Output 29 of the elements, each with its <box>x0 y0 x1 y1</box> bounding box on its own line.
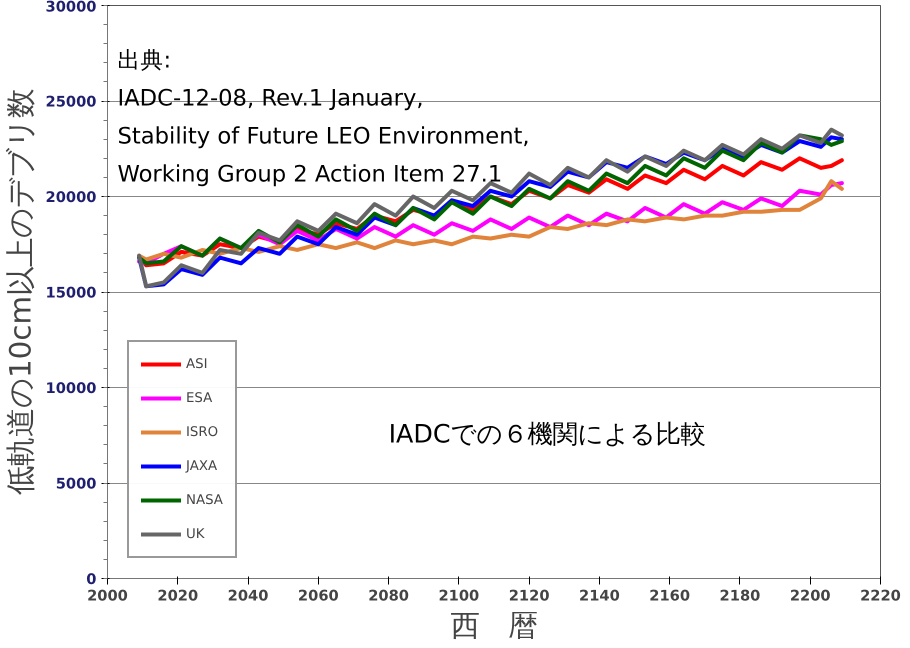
annotation: 出典: IADC-12-08, Rev.1 January, Stability of Future LEO Environment, Working Group 2 Action Item 27.1 <box>118 48 530 188</box>
x-tick-label: 2140 <box>579 588 620 604</box>
y-axis-title: 低軌道の10cm以上のデブリ数 <box>4 88 38 496</box>
legend-label: JAXA <box>186 458 218 474</box>
x-tick-label: 2120 <box>508 588 550 604</box>
x-tick-label: 2220 <box>860 588 901 604</box>
y-tick-label: 20000 <box>46 189 97 206</box>
legend-label: NASA <box>186 492 223 508</box>
legend-label: UK <box>186 526 206 542</box>
x-tick-label: 2160 <box>649 588 690 604</box>
annotation: IADCでの６機関による比較 <box>388 418 706 449</box>
y-tick-label: 5000 <box>56 476 97 492</box>
x-axis-title: 西 暦 <box>450 608 538 642</box>
y-tick-label: 15000 <box>46 284 97 302</box>
x-tick-label: 2100 <box>438 588 480 604</box>
x-tick-label: 2020 <box>157 588 198 604</box>
y-tick-label: 25000 <box>46 94 97 110</box>
legend-label: ESA <box>186 390 212 406</box>
x-tick-label: 2000 <box>87 588 128 604</box>
legend-label: ISRO <box>186 424 218 440</box>
x-tick-label: 2180 <box>720 588 760 604</box>
y-tick-label: 0 <box>86 571 97 588</box>
x-tick-label: 2200 <box>790 588 831 604</box>
y-tick-label: 10000 <box>46 380 97 397</box>
x-tick-label: 2040 <box>228 588 268 604</box>
y-tick-label: 30000 <box>46 0 97 16</box>
x-tick-label: 2060 <box>298 588 339 604</box>
x-tick-label: 2080 <box>368 588 409 604</box>
legend-label: ASI <box>186 356 208 372</box>
